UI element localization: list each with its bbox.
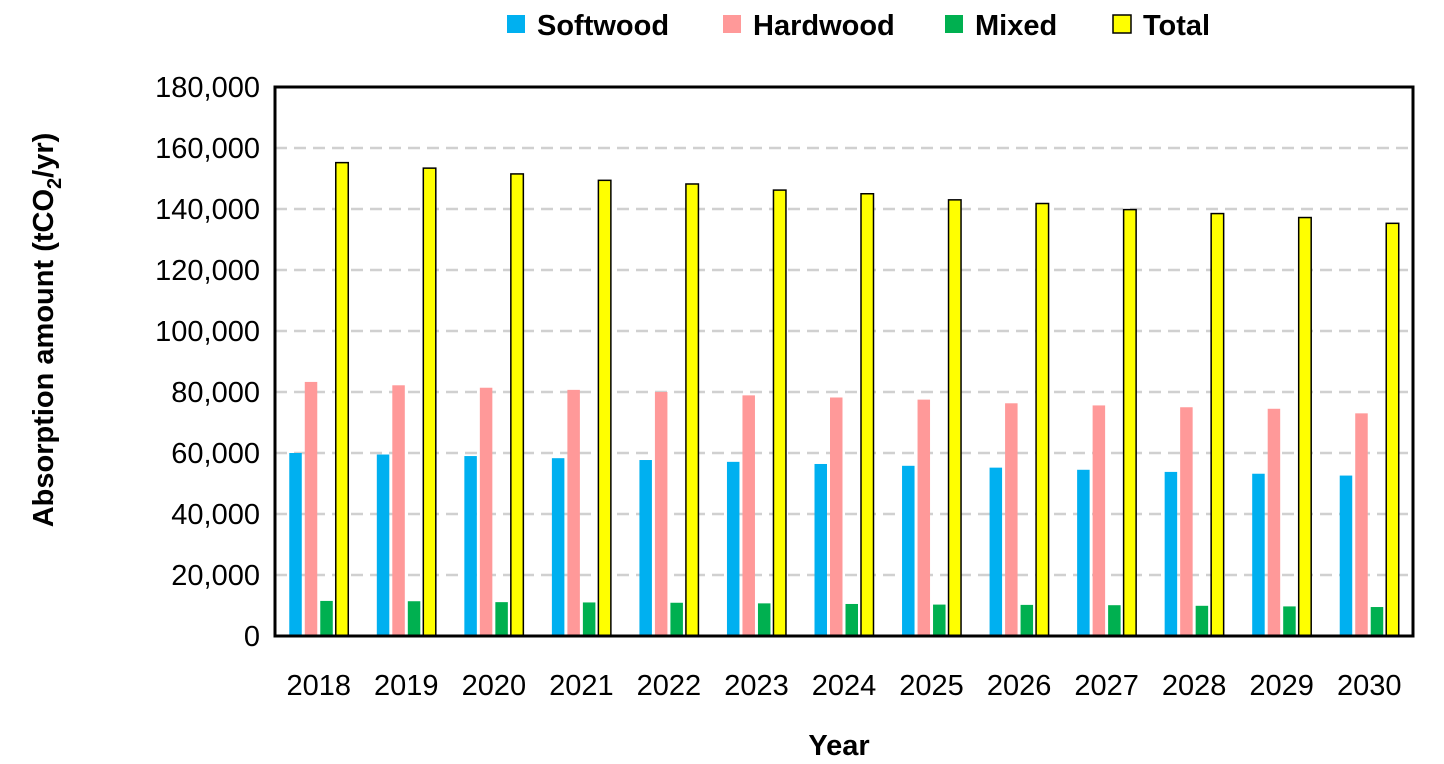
y-tick-label: 20,000 [171,560,260,592]
bar-softwood-2023 [726,461,740,636]
y-axis-title: Absorption amount (tCO2/yr) [28,133,66,528]
bar-total-2021 [597,179,612,637]
bar-total-2025 [947,199,962,637]
bar-total-2027 [1122,208,1137,637]
gridlines [275,146,1413,577]
bar-mixed-2025 [933,604,946,636]
bar-softwood-2020 [464,456,477,636]
bar-softwood-2026 [989,467,1003,636]
x-tick-label: 2022 [637,670,702,702]
bar-total-2020 [510,173,525,637]
x-tick-label: 2030 [1337,670,1402,702]
legend-swatch-softwood [507,15,525,33]
bar-total-2026 [1035,202,1050,637]
y-tick-label: 0 [244,621,260,653]
x-tick-label: 2023 [724,670,789,702]
bar-hardwood-2026 [1005,403,1018,636]
bar-softwood-2021 [551,458,565,636]
x-tick-label: 2025 [899,670,964,702]
bar-softwood-2022 [639,460,652,636]
x-tick-label: 2028 [1162,670,1227,702]
bar-hardwood-2022 [654,392,668,636]
y-axis-title-subscript: 2 [44,178,66,189]
legend-label-hardwood: Hardwood [753,10,895,42]
bar-mixed-2021 [582,602,596,636]
bar-total-2023 [772,189,787,637]
bar-hardwood-2030 [1355,413,1368,636]
x-tick-label: 2027 [1074,670,1139,702]
bar-total-2024 [860,193,875,637]
bar-mixed-2029 [1283,606,1296,636]
bar-mixed-2024 [845,603,858,636]
bar-hardwood-2027 [1092,405,1106,636]
bar-mixed-2030 [1370,607,1384,636]
bar-softwood-2028 [1164,471,1178,636]
bar-mixed-2027 [1108,605,1121,636]
x-tick-label: 2029 [1249,670,1314,702]
bar-hardwood-2029 [1267,408,1281,636]
y-tick-label: 100,000 [155,316,260,348]
x-tick-label: 2026 [987,670,1052,702]
x-tick-label: 2020 [462,670,527,702]
y-tick-label: 40,000 [171,499,260,531]
legend-label-softwood: Softwood [537,10,669,42]
bar-total-2018 [335,161,350,637]
legend: Softwood Hardwood Mixed Total [507,10,1210,42]
bar-softwood-2030 [1339,475,1353,636]
bar-hardwood-2025 [917,399,931,636]
x-tick-label: 2021 [549,670,614,702]
bar-softwood-2027 [1077,469,1090,636]
bar-softwood-2018 [289,453,302,636]
bar-softwood-2025 [902,465,915,636]
bar-mixed-2022 [670,602,683,636]
bar-total-2019 [422,167,437,637]
y-axis-title-end: /yr) [28,133,60,178]
x-tick-label: 2018 [287,670,352,702]
bar-softwood-2024 [814,463,827,636]
bar-hardwood-2028 [1180,407,1193,636]
bar-hardwood-2024 [830,397,843,636]
bars [289,161,1400,637]
bar-total-2028 [1210,212,1225,637]
bar-total-2022 [685,183,700,637]
y-tick-label: 160,000 [155,133,260,165]
y-tick-label: 120,000 [155,255,260,287]
bar-total-2030 [1385,222,1400,637]
legend-label-mixed: Mixed [975,10,1057,42]
bar-softwood-2019 [376,454,390,636]
y-tick-label: 80,000 [171,377,260,409]
y-axis-title-main: Absorption amount (tCO [28,189,60,527]
plot-frame [273,85,1415,638]
bar-softwood-2029 [1252,473,1265,636]
legend-swatch-total [1112,14,1132,34]
legend-label-total: Total [1143,10,1210,42]
x-axis-title: Year [808,730,869,762]
bar-hardwood-2023 [742,395,755,636]
bar-hardwood-2019 [392,385,405,636]
bar-hardwood-2018 [304,381,318,636]
y-tick-label: 180,000 [155,72,260,104]
x-tick-label: 2019 [374,670,439,702]
y-tick-label: 140,000 [155,194,260,226]
bar-mixed-2023 [757,603,771,636]
bar-hardwood-2020 [479,387,493,636]
bar-mixed-2018 [320,600,333,636]
x-tick-labels: 2018 2019 2020 2021 2022 2023 2024 2025 2026 2027… [287,670,1402,702]
legend-swatch-mixed [945,15,963,33]
y-tick-label: 60,000 [171,438,260,470]
bar-total-2029 [1297,216,1312,637]
legend-swatch-hardwood [723,15,741,33]
y-tick-labels: 0 20,000 40,000 60,000 80,000 100,000 120,000 1… [155,72,260,653]
x-tick-label: 2024 [812,670,877,702]
bar-mixed-2020 [495,602,508,636]
bar-mixed-2026 [1020,604,1034,636]
bar-hardwood-2021 [567,389,580,636]
bar-mixed-2028 [1195,605,1209,636]
bar-mixed-2019 [407,601,421,636]
